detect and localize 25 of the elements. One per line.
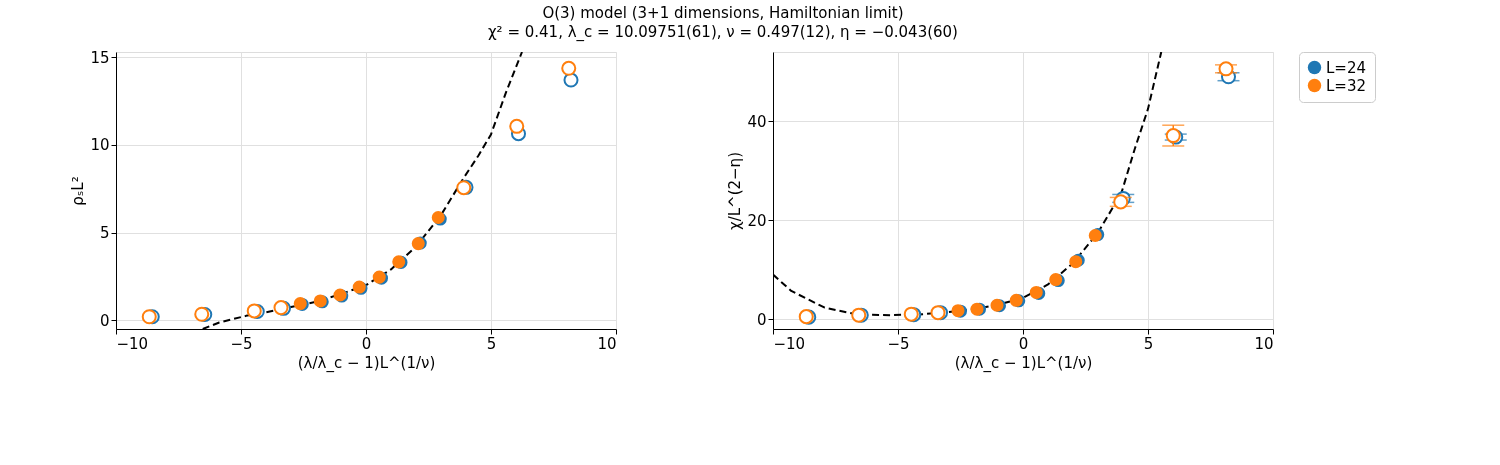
x-tick-label: 10	[597, 334, 617, 353]
y-tick-label: 0	[756, 310, 767, 329]
text: χ² = 0.41, λ_c = 10.09751(61), ν = 0.497(12), η = −0.043(60)	[487, 22, 958, 42]
x-tick-label: −5	[887, 334, 910, 353]
y-tick-label: 5	[99, 224, 110, 243]
x-axis-title: (λ/λ_c − 1)L^(1/ν)	[297, 353, 436, 373]
y-tick-label: 20	[747, 211, 767, 230]
x-tick-label: 10	[1254, 334, 1274, 353]
y-tick-label: 10	[90, 136, 110, 155]
y-axis-title: χ/L^(2−η)	[726, 152, 745, 230]
text: O(3) model (3+1 dimensions, Hamiltonian limit)	[542, 3, 904, 22]
y-tick-label: 15	[90, 48, 110, 67]
y-tick-label: 40	[747, 112, 767, 131]
x-tick-label: −10	[773, 334, 806, 353]
legend-label: L=32	[1326, 76, 1367, 95]
x-tick-label: 5	[486, 334, 497, 353]
x-axis-title: (λ/λ_c − 1)L^(1/ν)	[954, 353, 1093, 373]
x-tick-label: −5	[230, 334, 253, 353]
x-tick-label: 0	[361, 334, 372, 353]
x-tick-label: 5	[1143, 334, 1154, 353]
x-tick-label: 0	[1018, 334, 1029, 353]
y-tick-label: 0	[99, 311, 110, 330]
legend-label: L=24	[1326, 58, 1367, 77]
x-tick-label: −10	[116, 334, 149, 353]
y-axis-title: ρₛL²	[69, 176, 88, 206]
